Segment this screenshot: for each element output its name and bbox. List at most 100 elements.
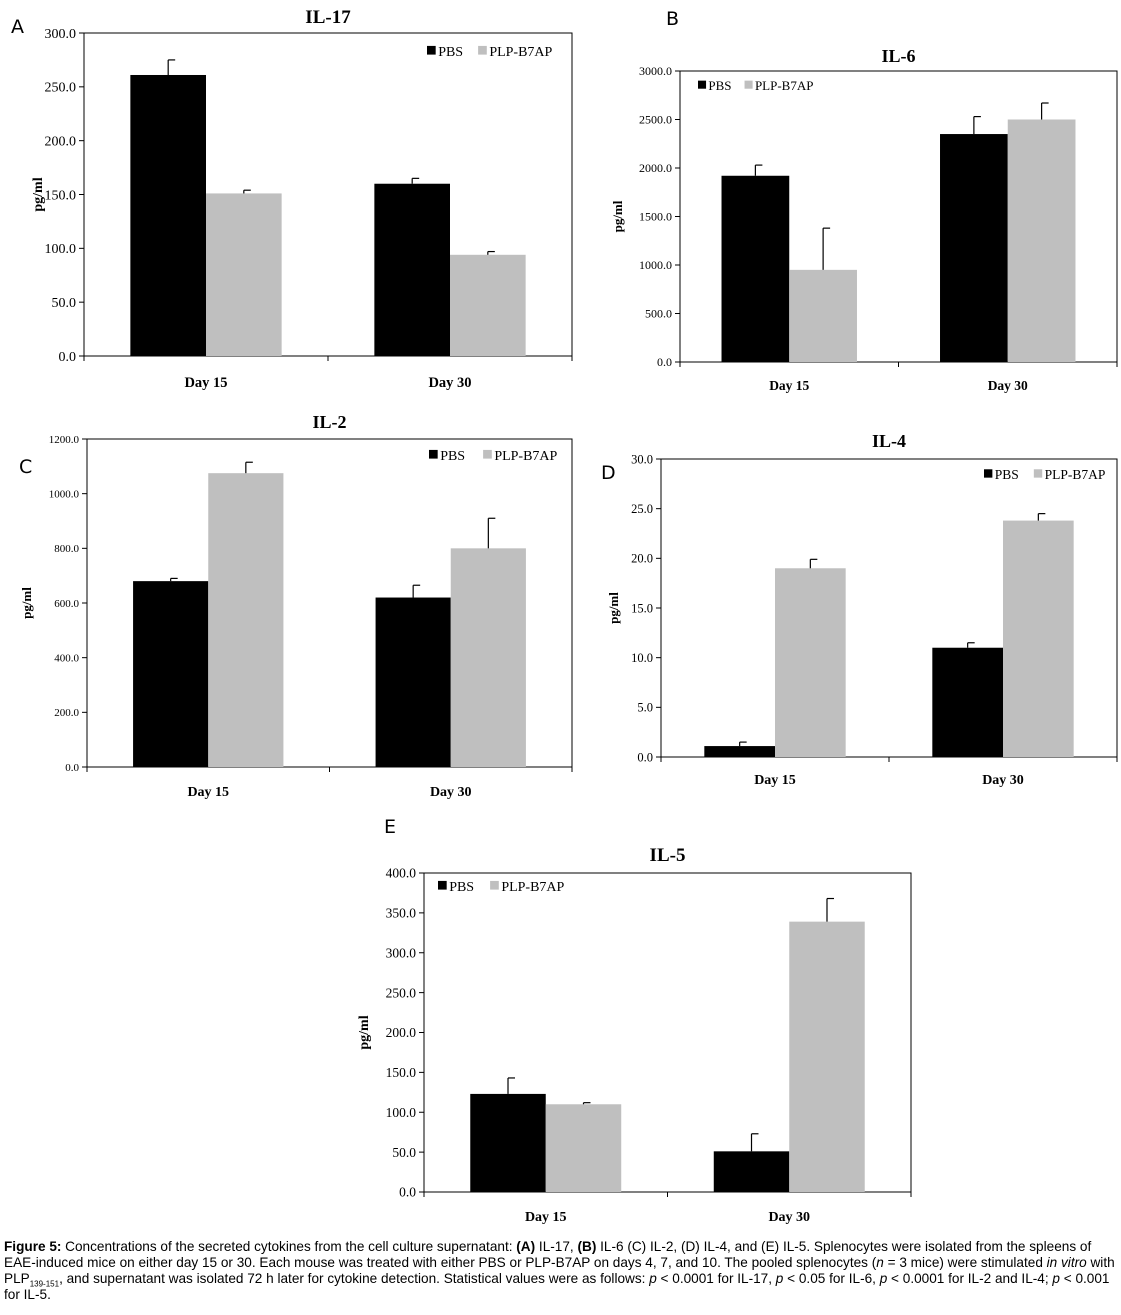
y-tick-label-a: 200.0	[45, 135, 77, 150]
y-tick-label-d: 10.0	[631, 651, 653, 665]
y-tick-label-a: 100.0	[45, 242, 77, 257]
y-tick-label-c: 1200.0	[49, 434, 80, 446]
y-tick-label-d: 30.0	[631, 452, 653, 466]
y-tick-label-e: 0.0	[399, 1185, 416, 1200]
x-category-label-e: Day 15	[525, 1210, 567, 1225]
y-tick-label-d: 25.0	[631, 502, 653, 516]
panel-letter-b: B	[666, 8, 680, 30]
legend-swatch-c	[483, 449, 492, 459]
legend-label-a: PBS	[438, 45, 463, 60]
y-tick-label-b: 0.0	[657, 355, 672, 369]
chart-il4: 0.0 5.0 10.0 15.0 20.0 25.0 30.0 Day 15 Day 30 IL…	[606, 431, 1118, 788]
bar-b-plp-b7ap-0	[789, 269, 857, 362]
y-axis-label-a: pg/ml	[31, 177, 46, 211]
chart-panel-e: 0.0 50.0 100.0 150.0 200.0 250.0 300.0 350.0 400…	[357, 845, 912, 1225]
y-tick-label-d: 15.0	[631, 601, 653, 615]
bar-a-plp-b7ap-1	[450, 254, 526, 356]
bar-d-plp-b7ap-0	[775, 568, 846, 757]
caption-text-5: with PLP	[4, 1255, 1115, 1286]
legend-label-b: PLP-B7AP	[755, 78, 814, 93]
y-tick-label-a: 300.0	[45, 27, 77, 42]
bar-c-plp-b7ap-0	[208, 473, 284, 767]
bar-d-plp-b7ap-1	[1003, 520, 1074, 757]
chart-il6: 0.0 500.0 1000.0 1500.0 2000.0 2500.0 3000.0 Da…	[610, 46, 1118, 393]
panel-letter-a: A	[11, 16, 24, 38]
y-tick-label-c: 0.0	[65, 762, 79, 774]
caption-text-2: IL-17,	[535, 1239, 578, 1254]
legend-swatch-e	[438, 880, 447, 890]
x-category-label-d: Day 30	[982, 773, 1024, 788]
caption-text-10: < 0.001 for IL-5.	[4, 1271, 1110, 1302]
y-tick-label-b: 2500.0	[639, 113, 672, 127]
chart-title-d: IL-4	[872, 431, 906, 451]
y-tick-label-d: 20.0	[631, 552, 653, 566]
y-tick-label-a: 0.0	[59, 350, 77, 365]
caption-text-8: < 0.05 for IL-6,	[783, 1271, 880, 1286]
x-category-label-a: Day 15	[184, 375, 227, 391]
y-tick-label-b: 3000.0	[639, 64, 672, 78]
legend-label-c: PBS	[440, 449, 465, 464]
legend-label-a: PLP-B7AP	[489, 45, 552, 60]
bar-d-pbs-1	[932, 647, 1003, 757]
y-tick-label-b: 2000.0	[639, 161, 672, 175]
bar-e-pbs-1	[713, 1151, 790, 1192]
caption-p-3: p	[879, 1271, 888, 1286]
y-axis-label-e: pg/ml	[357, 1015, 372, 1049]
panel-letter-c: C	[19, 456, 33, 478]
bar-b-pbs-0	[721, 175, 790, 362]
caption-p-4: p	[1052, 1271, 1060, 1286]
bar-b-pbs-1	[940, 134, 1008, 362]
bar-e-pbs-0	[470, 1093, 546, 1192]
legend-swatch-a	[478, 45, 487, 55]
legend-swatch-b	[698, 80, 707, 89]
y-tick-label-e: 400.0	[386, 866, 417, 881]
chart-il2: 0.0 200.0 400.0 600.0 800.0 1000.0 1200.0 Day 1…	[19, 412, 573, 800]
x-category-label-d: Day 15	[754, 773, 796, 788]
chart-title-a: IL-17	[305, 7, 351, 28]
y-tick-label-c: 1000.0	[49, 489, 80, 501]
bar-a-plp-b7ap-0	[206, 193, 282, 356]
legend-label-e: PLP-B7AP	[501, 880, 564, 895]
caption-text-6: , and supernatant was isolated 72 h late…	[59, 1271, 650, 1286]
caption-a-label: (A)	[516, 1239, 536, 1254]
caption-p-2: p	[775, 1271, 784, 1286]
bar-a-pbs-0	[130, 74, 206, 357]
bar-d-pbs-0	[704, 746, 775, 757]
y-axis-label-c: pg/ml	[19, 587, 34, 619]
y-tick-label-e: 150.0	[386, 1065, 417, 1080]
legend-label-b: PBS	[708, 78, 731, 93]
bar-c-plp-b7ap-1	[450, 548, 526, 767]
bar-a-pbs-1	[374, 183, 450, 356]
y-tick-label-c: 400.0	[54, 653, 79, 665]
legend-label-d: PBS	[995, 467, 1019, 482]
y-tick-label-d: 0.0	[637, 750, 653, 764]
y-tick-label-b: 1000.0	[639, 258, 672, 272]
caption-text-3: IL-6 (C) IL-2, (D) IL-4, and (E) IL-5. S…	[4, 1239, 1092, 1270]
caption-label: Figure 5:	[4, 1239, 62, 1254]
bar-b-plp-b7ap-1	[1007, 119, 1076, 362]
chart-panel-d: 0.0 5.0 10.0 15.0 20.0 25.0 30.0 Day 15 Day 30 IL…	[606, 431, 1118, 788]
caption-n: n	[876, 1255, 884, 1270]
bar-c-pbs-1	[375, 597, 451, 767]
y-tick-label-e: 300.0	[386, 945, 417, 960]
y-tick-label-e: 250.0	[386, 985, 417, 1000]
legend-label-c: PLP-B7AP	[494, 449, 557, 464]
y-tick-label-e: 50.0	[392, 1145, 416, 1160]
x-category-label-c: Day 15	[187, 785, 229, 800]
bar-c-pbs-0	[133, 581, 209, 767]
chart-il5: 0.0 50.0 100.0 150.0 200.0 250.0 300.0 350.0 400…	[357, 845, 912, 1225]
figure-caption: Figure 5: Concentrations of the secreted…	[4, 1239, 1117, 1303]
chart-panel-c: 0.0 200.0 400.0 600.0 800.0 1000.0 1200.0 Day 1…	[0, 0, 600, 810]
caption-b-label: (B)	[577, 1239, 597, 1254]
y-tick-label-d: 5.0	[637, 701, 653, 715]
caption-text-9: < 0.0001 for IL-2 and IL-4;	[887, 1271, 1053, 1286]
x-category-label-b: Day 15	[769, 378, 809, 393]
chart-panel-b: 0.0 500.0 1000.0 1500.0 2000.0 2500.0 3000.0 Da…	[0, 0, 1121, 400]
legend-label-d: PLP-B7AP	[1045, 467, 1106, 482]
y-tick-label-e: 100.0	[386, 1105, 417, 1120]
legend-swatch-d	[1033, 469, 1043, 478]
panel-letter-e: E	[384, 816, 397, 838]
chart-title-c: IL-2	[312, 412, 346, 432]
legend-swatch-c	[429, 449, 438, 459]
y-tick-label-b: 1500.0	[639, 210, 672, 224]
